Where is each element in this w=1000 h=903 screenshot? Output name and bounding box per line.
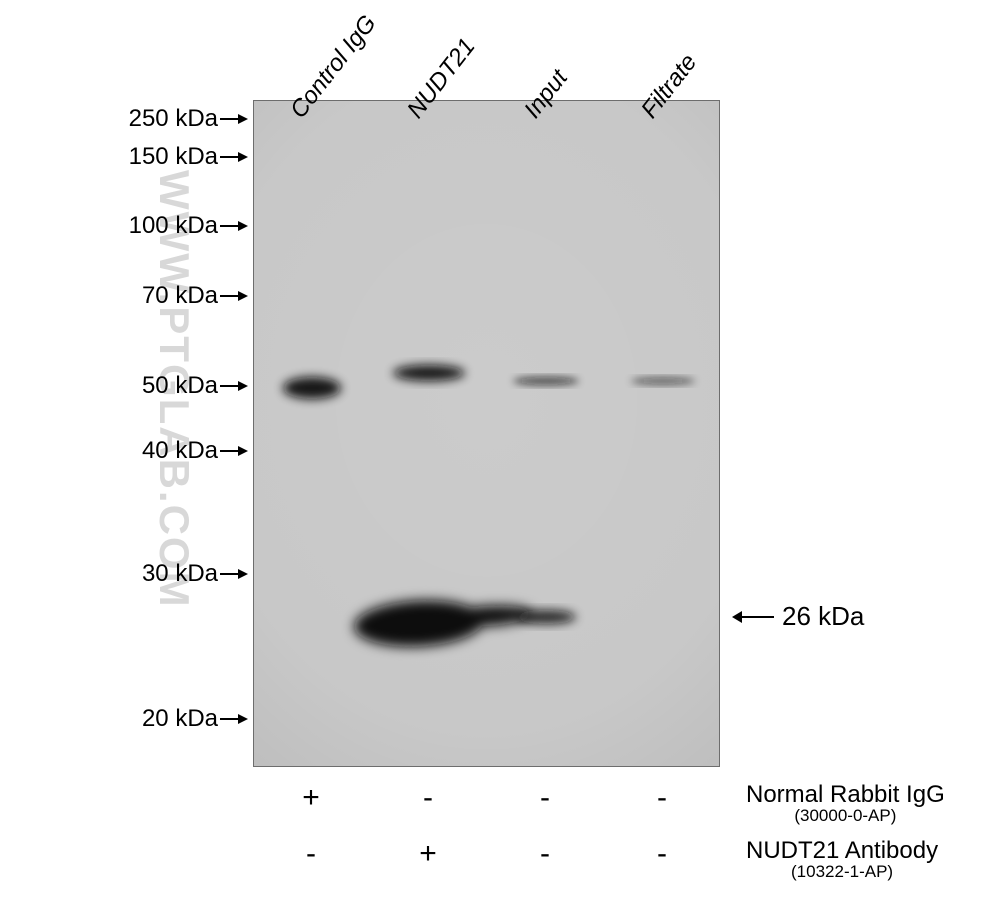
arrow-right-icon: [220, 112, 248, 126]
condition-label-main: Normal Rabbit IgG: [746, 782, 945, 807]
condition-symbol: +: [412, 839, 444, 869]
target-band-label: 26 kDa: [782, 601, 864, 632]
arrow-right-icon: [220, 567, 248, 581]
condition-symbol: +: [295, 783, 327, 813]
condition-label: NUDT21 Antibody(10322-1-AP): [746, 838, 938, 881]
condition-symbol: -: [646, 839, 678, 869]
mw-marker: 150 kDa: [129, 143, 248, 171]
western-blot-figure: WWW.PTGLAB.COMControl IgGNUDT21InputFilt…: [0, 0, 1000, 903]
mw-marker: 50 kDa: [142, 372, 248, 400]
mw-marker-label: 40 kDa: [142, 437, 218, 465]
band: [631, 378, 695, 385]
condition-symbol: -: [646, 783, 678, 813]
band: [353, 595, 534, 650]
condition-symbol: -: [295, 839, 327, 869]
condition-symbol: -: [529, 839, 561, 869]
arrow-right-icon: [220, 219, 248, 233]
mw-marker-label: 250 kDa: [129, 105, 218, 133]
condition-label: Normal Rabbit IgG(30000-0-AP): [746, 782, 945, 825]
mw-marker-label: 150 kDa: [129, 143, 218, 171]
arrow-right-icon: [220, 444, 248, 458]
condition-label-sub: (10322-1-AP): [746, 863, 938, 881]
mw-marker-label: 50 kDa: [142, 372, 218, 400]
blot-membrane: [253, 100, 720, 767]
mw-marker-label: 30 kDa: [142, 560, 218, 588]
arrow-right-icon: [220, 712, 248, 726]
mw-marker: 20 kDa: [142, 705, 248, 733]
mw-marker: 40 kDa: [142, 437, 248, 465]
arrow-right-icon: [220, 289, 248, 303]
condition-symbol: -: [529, 783, 561, 813]
condition-label-main: NUDT21 Antibody: [746, 838, 938, 863]
mw-marker-label: 20 kDa: [142, 705, 218, 733]
band: [393, 365, 465, 381]
mw-marker-label: 70 kDa: [142, 282, 218, 310]
band: [283, 377, 341, 399]
arrow-left-icon: [732, 609, 774, 625]
band: [513, 377, 579, 385]
arrow-right-icon: [220, 150, 248, 164]
mw-marker: 70 kDa: [142, 282, 248, 310]
arrow-right-icon: [220, 379, 248, 393]
mw-marker: 30 kDa: [142, 560, 248, 588]
mw-marker-label: 100 kDa: [129, 212, 218, 240]
target-band-annotation: 26 kDa: [732, 601, 864, 632]
mw-marker: 100 kDa: [129, 212, 248, 240]
mw-marker: 250 kDa: [129, 105, 248, 133]
condition-label-sub: (30000-0-AP): [746, 807, 945, 825]
band: [516, 610, 576, 624]
condition-symbol: -: [412, 783, 444, 813]
